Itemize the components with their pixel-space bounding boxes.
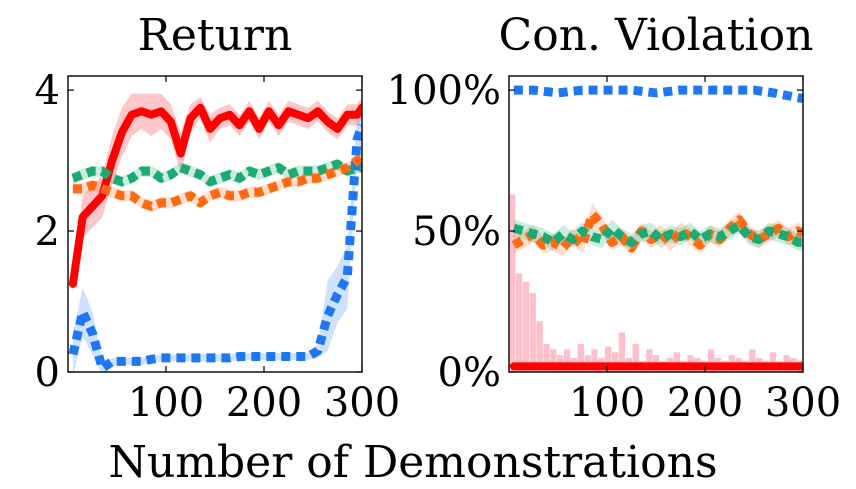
- x-tick-label: 100: [569, 380, 645, 426]
- histogram-bar: [646, 349, 653, 372]
- y-tick-label: 50%: [412, 209, 501, 255]
- histogram-bar: [536, 321, 543, 372]
- y-tick-label: 0%: [438, 350, 501, 396]
- histogram-bar: [673, 352, 680, 372]
- y-tick-label: 2: [35, 209, 60, 255]
- shared-x-axis-label: Number of Demonstrations: [108, 437, 717, 488]
- histogram-bar: [509, 194, 516, 372]
- histogram-bar: [632, 343, 639, 372]
- histogram-bar: [707, 349, 715, 372]
- series-line: [513, 85, 803, 103]
- series-line: [68, 103, 362, 288]
- series-line: [68, 123, 362, 372]
- return-chart: Return 100 200 300 0 2 4: [35, 10, 401, 426]
- axes-frame: [67, 75, 363, 373]
- y-tick-label: 100%: [387, 68, 501, 114]
- series-line: [512, 220, 803, 247]
- histogram-bar: [749, 349, 756, 372]
- series-line: [71, 159, 362, 187]
- histogram-bar: [769, 352, 777, 372]
- series-band: [513, 202, 803, 257]
- series-line: [72, 153, 362, 211]
- histogram-bar: [591, 349, 598, 372]
- histogram-bar: [522, 281, 530, 372]
- plot-area: [509, 85, 803, 372]
- x-tick-label: 200: [226, 380, 302, 426]
- chart-title: Con. Violation: [499, 10, 814, 61]
- histogram-bar: [515, 273, 523, 372]
- x-tick-label: 300: [324, 380, 400, 426]
- histogram-bar: [563, 349, 571, 372]
- histogram-bar: [611, 352, 619, 372]
- histogram-bar: [529, 293, 536, 372]
- y-tick-label: 4: [35, 68, 60, 114]
- series-band: [72, 158, 362, 188]
- y-tick-label: 0: [35, 350, 60, 396]
- histogram-bar: [577, 343, 584, 372]
- histogram-bar: [550, 349, 557, 372]
- violation-chart: Con. Violation 100 200 300 0% 50% 100%: [387, 10, 842, 426]
- plot-area: [68, 93, 362, 372]
- x-tick-label: 200: [667, 380, 743, 426]
- histogram-bar: [543, 343, 550, 372]
- histogram-bar: [618, 332, 626, 372]
- chart-title: Return: [138, 10, 293, 61]
- histogram-bar: [605, 346, 612, 372]
- x-tick-label: 100: [128, 380, 204, 426]
- x-tick-label: 300: [765, 380, 841, 426]
- axes-frame: [508, 75, 804, 373]
